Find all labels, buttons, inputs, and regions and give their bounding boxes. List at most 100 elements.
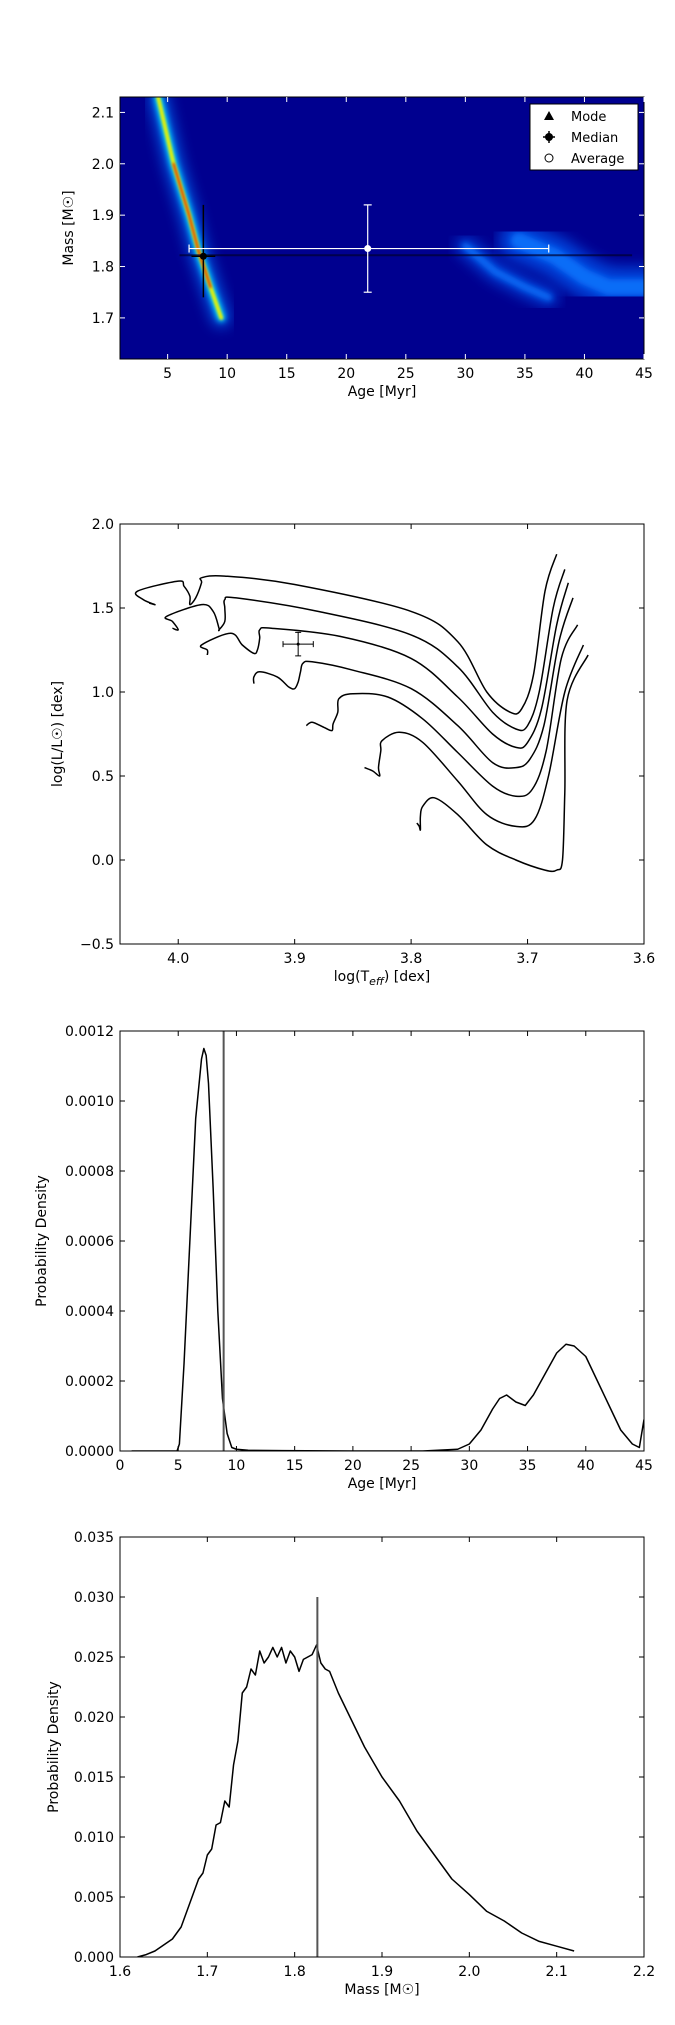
x-tick-label: 4.0 bbox=[167, 951, 189, 967]
plot-frame bbox=[119, 523, 645, 945]
y-axis-label: Probability Density bbox=[46, 1681, 62, 1813]
x-tick-label: 3.8 bbox=[400, 951, 422, 967]
isochrone-line bbox=[134, 553, 558, 715]
isochrone-line bbox=[252, 597, 574, 769]
y-tick-label: 0.5 bbox=[92, 769, 114, 785]
y-tick-label: 2.0 bbox=[92, 517, 114, 533]
y-tick-label: 2.0 bbox=[92, 157, 114, 173]
isochrone-line bbox=[364, 644, 585, 828]
axes: 0 5 10 15 20 25 30 35 40 45 0.0000 0.0002 0.0004 0.00… bbox=[34, 1024, 653, 1492]
star-errorbar bbox=[282, 631, 314, 657]
x-axis-label: log(Teff) [dex] bbox=[334, 969, 430, 988]
y-tick-label: 1.5 bbox=[92, 601, 114, 617]
legend-entry-label: Mode bbox=[571, 110, 606, 125]
heatmap-density bbox=[149, 97, 644, 327]
legend: Mode Median Average bbox=[529, 103, 639, 171]
y-tick-label: 0.035 bbox=[74, 1530, 114, 1546]
x-axis-label: Mass [M☉] bbox=[344, 1982, 419, 1998]
x-tick-label: 20 bbox=[337, 366, 355, 382]
y-tick-label: 0.0006 bbox=[65, 1234, 114, 1250]
y-tick-label: 0.0004 bbox=[65, 1304, 114, 1320]
mass-pdf-curve bbox=[137, 1597, 575, 1957]
x-tick-label: 25 bbox=[402, 1458, 420, 1474]
legend-entry-label: Median bbox=[571, 131, 618, 146]
x-axis-label: Age [Myr] bbox=[348, 1476, 417, 1492]
estimate-markers bbox=[179, 204, 633, 298]
density-ridge-core bbox=[172, 162, 212, 289]
x-tick-label: 35 bbox=[519, 1458, 537, 1474]
x-tick-label: 30 bbox=[460, 1458, 478, 1474]
y-axis-label: log(L/L☉) [dex] bbox=[50, 681, 66, 787]
legend-average-marker bbox=[544, 153, 554, 163]
axes: 5 10 15 20 25 30 35 40 45 1.7 1.8 1.9 2.0 2.1 Age [Myr… bbox=[61, 97, 653, 400]
legend-mode-marker bbox=[544, 111, 554, 120]
plot-frame bbox=[119, 96, 645, 360]
y-tick-label: 0.0002 bbox=[65, 1374, 114, 1390]
star-point bbox=[296, 642, 300, 646]
y-tick-label: 1.0 bbox=[92, 685, 114, 701]
x-tick-label: 3.6 bbox=[633, 951, 655, 967]
y-tick-label: 0.0 bbox=[92, 853, 114, 869]
x-tick-label: 3.7 bbox=[516, 951, 538, 967]
isochrone-line bbox=[305, 624, 579, 798]
x-tick-label: 25 bbox=[397, 366, 415, 382]
isochrone-line bbox=[199, 582, 570, 749]
y-tick-label: 0.0010 bbox=[65, 1094, 114, 1110]
x-tick-label: 1.6 bbox=[109, 1964, 131, 1980]
axes: 1.6 1.7 1.8 1.9 2.0 2.1 2.2 0.000 0.005 0.010 0.01… bbox=[46, 1530, 655, 1998]
y-tick-label: 0.015 bbox=[74, 1770, 114, 1786]
x-tick-label: 3.9 bbox=[284, 951, 306, 967]
y-axis-label: Probability Density bbox=[34, 1175, 50, 1307]
x-tick-label: 5 bbox=[174, 1458, 183, 1474]
x-tick-label: 45 bbox=[635, 1458, 653, 1474]
x-tick-label: 15 bbox=[286, 1458, 304, 1474]
y-tick-label: 0.000 bbox=[74, 1950, 114, 1966]
axes: 4.0 3.9 3.8 3.7 3.6 −0.5 0.0 0.5 1.0 1.5 2.0 log(Te… bbox=[50, 517, 655, 988]
y-tick-label: 0.0000 bbox=[65, 1444, 114, 1460]
x-tick-label: 15 bbox=[278, 366, 296, 382]
average-point bbox=[364, 245, 372, 253]
density-ridge-faint-core bbox=[510, 232, 644, 296]
hr-diagram-panel: 4.0 3.9 3.8 3.7 3.6 −0.5 0.0 0.5 1.0 1.5 2.0 log(Te… bbox=[50, 517, 655, 988]
x-tick-label: 2.1 bbox=[546, 1964, 568, 1980]
y-tick-label: 0.0012 bbox=[65, 1024, 114, 1040]
mass-pdf-panel: 1.6 1.7 1.8 1.9 2.0 2.1 2.2 0.000 0.005 0.010 0.01… bbox=[46, 1530, 655, 1998]
isochrone-tracks bbox=[134, 553, 589, 873]
x-tick-label: 45 bbox=[635, 366, 653, 382]
x-tick-label: 40 bbox=[576, 366, 594, 382]
age-pdf-curve bbox=[131, 1031, 644, 1451]
plot-frame bbox=[119, 1536, 645, 1958]
x-tick-label: 2.0 bbox=[458, 1964, 480, 1980]
x-tick-label: 20 bbox=[344, 1458, 362, 1474]
x-axis-label: Age [Myr] bbox=[348, 384, 417, 400]
isochrone-line bbox=[416, 654, 589, 873]
x-tick-label: 35 bbox=[516, 366, 534, 382]
y-tick-label: 1.8 bbox=[92, 260, 114, 276]
y-tick-label: 0.025 bbox=[74, 1650, 114, 1666]
x-tick-label: 30 bbox=[456, 366, 474, 382]
x-tick-label: 1.7 bbox=[196, 1964, 218, 1980]
y-tick-label: 1.7 bbox=[92, 311, 114, 327]
legend-median-marker bbox=[545, 133, 553, 141]
y-tick-label: 0.0008 bbox=[65, 1164, 114, 1180]
pdf-line bbox=[131, 1047, 644, 1451]
isochrone-line bbox=[164, 569, 566, 732]
y-tick-label: 0.005 bbox=[74, 1890, 114, 1906]
pdf-line bbox=[137, 1644, 575, 1957]
y-tick-label: 0.010 bbox=[74, 1830, 114, 1846]
x-tick-label: 2.2 bbox=[633, 1964, 655, 1980]
x-tick-label: 0 bbox=[116, 1458, 125, 1474]
y-tick-label: 1.9 bbox=[92, 208, 114, 224]
age-mass-heatmap-panel: 5 10 15 20 25 30 35 40 45 1.7 1.8 1.9 2.0 2.1 Age [Myr… bbox=[61, 96, 653, 400]
median-point bbox=[199, 252, 207, 260]
y-tick-label: 0.030 bbox=[74, 1590, 114, 1606]
y-tick-label: 0.020 bbox=[74, 1710, 114, 1726]
y-tick-label: 2.1 bbox=[92, 105, 114, 121]
x-tick-label: 10 bbox=[218, 366, 236, 382]
x-tick-label: 5 bbox=[163, 366, 172, 382]
x-tick-label: 10 bbox=[228, 1458, 246, 1474]
legend-entry-label: Average bbox=[571, 152, 624, 167]
y-tick-label: −0.5 bbox=[80, 937, 114, 953]
age-pdf-panel: 0 5 10 15 20 25 30 35 40 45 0.0000 0.0002 0.0004 0.00… bbox=[34, 1024, 653, 1492]
